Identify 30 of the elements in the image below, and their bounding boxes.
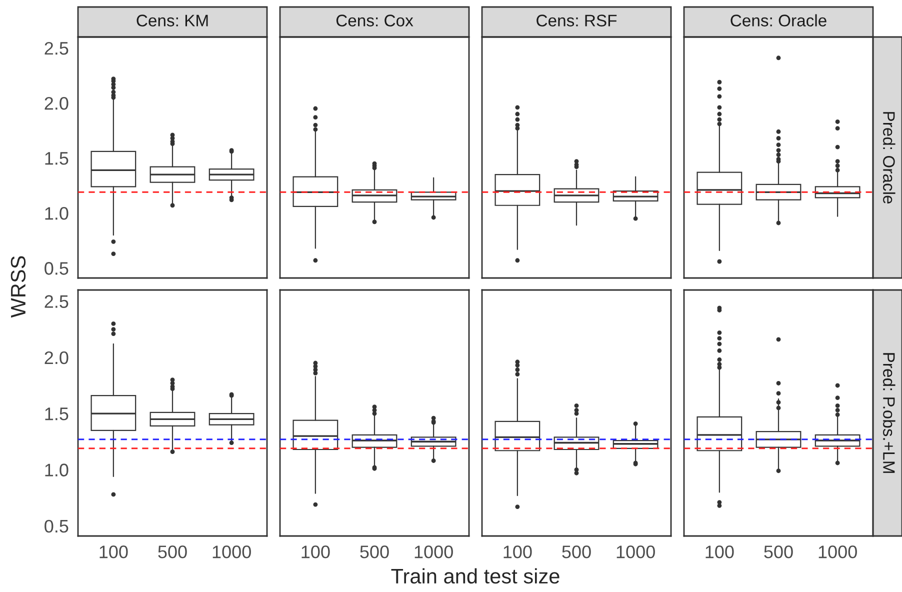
y-tick-label: 2.5 (44, 295, 68, 308)
x-tick-label: 1000 (414, 546, 453, 558)
y-tick-label: 2.0 (44, 96, 68, 110)
x-tick-label: 100 (100, 546, 128, 558)
y-tick-label: 1.5 (45, 408, 68, 420)
x-tick-label: 500 (158, 546, 187, 558)
chart-title: Cens: RSF (536, 14, 617, 26)
y-tick-label: 1.0 (45, 464, 68, 476)
x-tick-label: 1000 (818, 546, 857, 558)
y-tick-label: 1.5 (45, 152, 68, 165)
y-tick-label: 0.5 (44, 520, 68, 533)
y-tick-label: 1.0 (45, 207, 68, 220)
x-axis-title: Train and test size (391, 568, 560, 584)
x-tick-label: 500 (764, 546, 793, 558)
x-tick-label: 1000 (212, 546, 251, 558)
text: Pred: P.obs.+LM (883, 353, 896, 473)
x-tick-label: 100 (706, 546, 734, 558)
x-tick-label: 1000 (616, 546, 655, 558)
chart-title: Cens: KM (136, 14, 208, 26)
x-tick-label: 100 (302, 546, 330, 558)
y-tick-label: 0.5 (44, 262, 68, 275)
x-tick-label: 500 (360, 546, 389, 558)
x-tick-label: 100 (504, 546, 532, 558)
x-tick-label: 500 (562, 546, 591, 558)
y-axis-title: WRSS (10, 256, 26, 318)
text: Pred: Oracle (883, 112, 896, 204)
y-tick-label: 2.0 (44, 351, 68, 364)
chart-title: Cens: Oracle (730, 14, 826, 26)
y-tick-label: 2.5 (44, 42, 68, 55)
chart-title: Cens: Cox (336, 14, 414, 26)
